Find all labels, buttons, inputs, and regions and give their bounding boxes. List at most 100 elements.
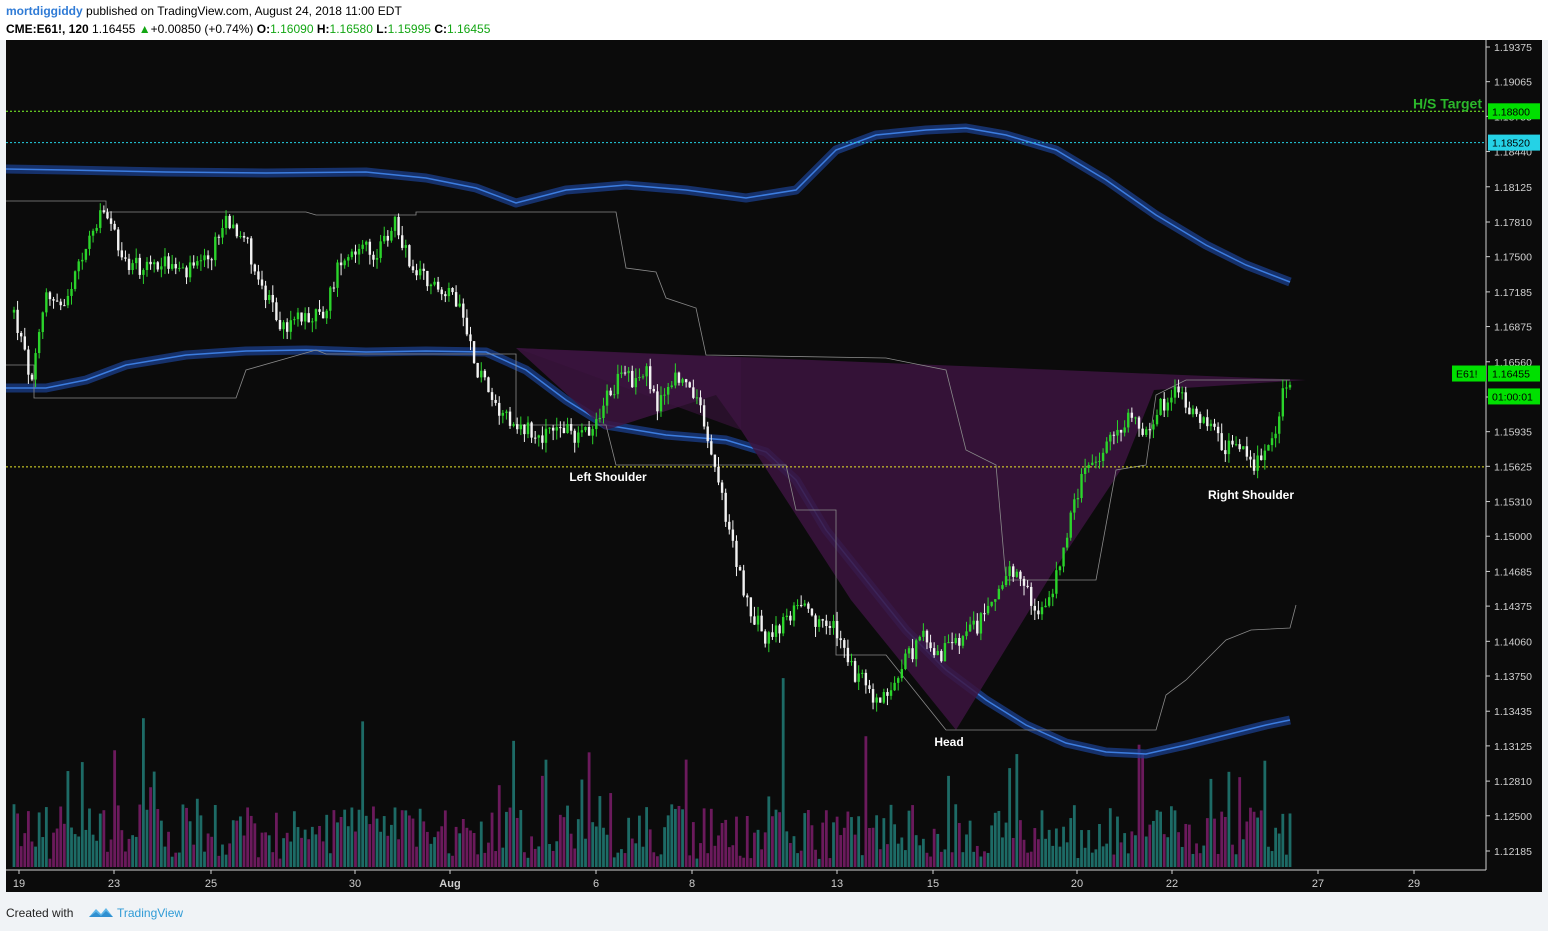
- candle-body: [397, 216, 400, 236]
- price-tick-label: 1.18125: [1494, 182, 1532, 194]
- volume-bar: [368, 824, 372, 867]
- volume-bar: [1054, 828, 1058, 867]
- close-value: 1.16455: [446, 22, 491, 36]
- volume-bar: [1187, 824, 1191, 867]
- volume-bar: [1252, 811, 1256, 867]
- volume-bar: [1015, 754, 1019, 867]
- volume-bar: [1241, 839, 1245, 867]
- candle-body: [516, 424, 519, 430]
- volume-bar: [1263, 760, 1267, 867]
- candle-body: [347, 257, 350, 261]
- candle-body: [1091, 462, 1094, 466]
- volume-bar: [386, 835, 390, 867]
- candle-body: [433, 281, 436, 285]
- price-tick-label: 1.13125: [1494, 741, 1532, 753]
- volume-bar: [357, 809, 361, 867]
- tradingview-link[interactable]: TradingView: [117, 906, 184, 920]
- candle-body: [846, 647, 850, 663]
- volume-bar: [88, 808, 91, 867]
- candle-body: [1234, 444, 1238, 446]
- volume-bar: [911, 805, 914, 867]
- candle-body: [1209, 423, 1213, 427]
- volume-bar: [900, 837, 904, 867]
- candle-body: [120, 250, 124, 258]
- candle-body: [1184, 392, 1187, 408]
- candle-body: [253, 264, 257, 272]
- candle-body: [1256, 455, 1259, 471]
- author-link[interactable]: mortdiggiddy: [6, 4, 83, 18]
- candle-body: [383, 235, 386, 242]
- volume-bar: [817, 858, 821, 867]
- volume-bar: [706, 853, 710, 867]
- volume-bar: [742, 857, 746, 867]
- price-tick-label: 1.19375: [1494, 42, 1532, 54]
- volume-bar: [878, 849, 882, 867]
- candle-body: [329, 287, 332, 311]
- volume-bar: [1051, 845, 1055, 867]
- candle-body: [400, 235, 404, 248]
- volume-bar: [41, 837, 45, 867]
- candle-body: [34, 353, 37, 380]
- volume-bar: [731, 845, 735, 867]
- price-tick-label: 1.14685: [1494, 566, 1532, 578]
- volume-bar: [1011, 837, 1015, 867]
- candle-body: [767, 632, 771, 644]
- candle-body: [537, 435, 540, 438]
- volume-bar: [213, 805, 217, 867]
- volume-bar: [447, 853, 451, 867]
- volume-bar: [828, 858, 832, 867]
- volume-bar: [530, 836, 533, 867]
- volume-bar: [925, 852, 929, 867]
- candle-body: [422, 268, 425, 271]
- candle-body: [411, 266, 415, 271]
- volume-bar: [1256, 817, 1260, 867]
- volume-bar: [932, 828, 936, 867]
- volume-bar: [965, 834, 968, 867]
- candle-body: [1242, 446, 1245, 450]
- time-tick-label: 27: [1312, 878, 1324, 890]
- volume-bar: [501, 847, 505, 867]
- candle-body: [738, 566, 742, 571]
- volume-bar: [968, 820, 972, 867]
- candle-body: [774, 625, 778, 637]
- candle-body: [932, 648, 936, 656]
- volume-bar: [1285, 854, 1288, 867]
- candle-body: [23, 336, 26, 350]
- candle-body: [268, 294, 271, 301]
- volume-bar: [451, 855, 454, 867]
- volume-bar: [124, 851, 127, 867]
- volume-bar: [267, 835, 271, 867]
- volume-bar: [1277, 833, 1281, 867]
- volume-bar: [436, 831, 440, 867]
- tradingview-logo-icon[interactable]: [88, 904, 114, 920]
- volume-bar: [655, 856, 659, 867]
- candle-body: [1022, 578, 1026, 586]
- annotation-head: Head: [934, 735, 963, 749]
- volume-bar: [907, 810, 911, 867]
- candle-body: [174, 264, 177, 269]
- volume-bar: [206, 833, 210, 867]
- volume-bar: [548, 844, 551, 867]
- volume-bar: [584, 838, 587, 867]
- volume-bar: [505, 811, 508, 867]
- chart-area[interactable]: H/S Target Left Shoulder Head Right Shoulde…: [6, 40, 1542, 892]
- up-arrow-icon: ▲: [138, 22, 151, 36]
- candle-body: [695, 397, 699, 399]
- volume-bar: [134, 836, 138, 867]
- volume-bar: [871, 827, 875, 867]
- volume-bar: [249, 815, 253, 867]
- candle-body: [900, 669, 904, 679]
- volume-bar: [224, 854, 228, 867]
- volume-bar: [1112, 854, 1116, 867]
- candle-body: [124, 257, 127, 259]
- volume-bar: [860, 855, 864, 867]
- volume-bar: [778, 812, 781, 867]
- candle-body: [167, 256, 170, 269]
- candle-body: [91, 230, 95, 236]
- volume-bar: [1130, 831, 1134, 867]
- volume-bar: [652, 852, 656, 867]
- chart-canvas[interactable]: H/S Target Left Shoulder Head Right Shoulde…: [6, 40, 1542, 892]
- candle-body: [390, 230, 393, 241]
- candle-body: [893, 682, 896, 691]
- volume-bar: [997, 810, 1001, 867]
